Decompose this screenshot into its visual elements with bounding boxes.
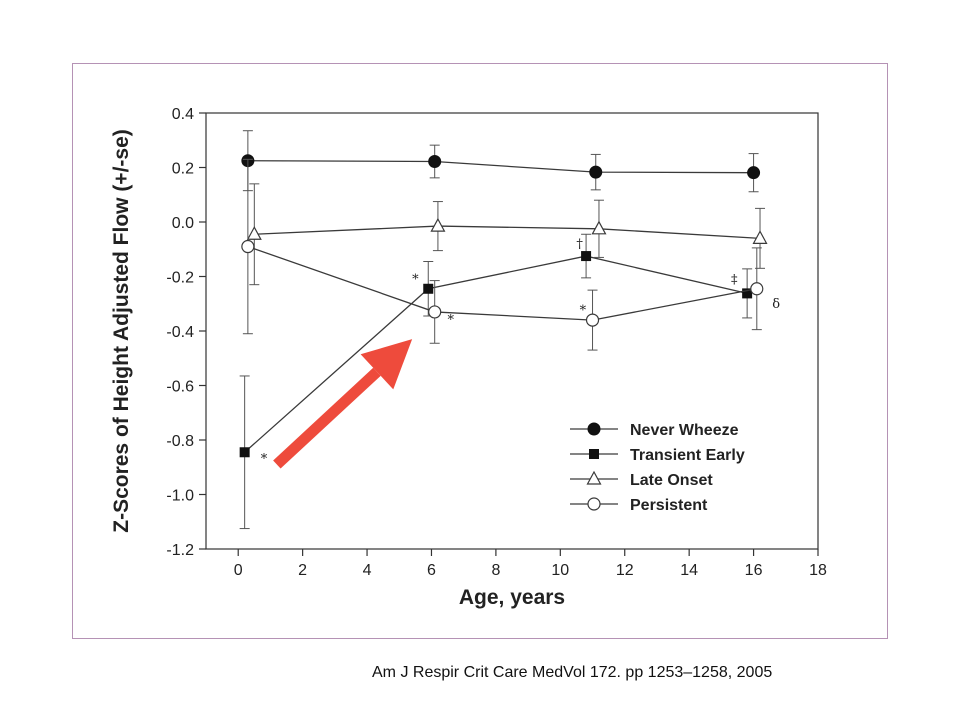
x-tick-label: 8	[491, 562, 500, 579]
chart-legend: Never Wheeze Transient Early Late Onset Per…	[562, 413, 782, 523]
legend-item-late-onset: Late Onset	[570, 470, 713, 489]
series-line	[244, 255, 748, 453]
legend-label: Late Onset	[630, 472, 713, 489]
significance-mark: δ	[772, 297, 780, 312]
arrow-head	[360, 339, 413, 390]
y-axis-title: Z-Scores of Height Adjusted Flow (+/-se)	[110, 129, 133, 533]
legend-marker	[587, 497, 601, 511]
y-tick-label: 0.2	[172, 161, 194, 178]
data-point	[752, 230, 768, 244]
series-late-onset	[246, 183, 768, 286]
data-point	[585, 313, 600, 327]
y-tick-label: -1.2	[166, 542, 194, 559]
y-tick-label: 0.4	[172, 106, 194, 123]
legend-label: Never Wheeze	[630, 422, 739, 439]
legend-marker	[589, 449, 599, 459]
data-point	[589, 165, 603, 179]
legend-label: Transient Early	[630, 447, 745, 464]
significance-mark: †	[576, 237, 583, 252]
data-point	[241, 239, 255, 254]
series-transient-early	[239, 233, 753, 530]
chart-axes: 0 2 4 6 8 10 12 14 16 18 0.4 0.2 0.0 -0.2 -0.4 -0.6 -0.8…	[110, 106, 827, 609]
significance-mark: *	[580, 304, 587, 319]
legend-item-transient-early: Transient Early	[570, 447, 745, 464]
arrow-shaft	[273, 367, 381, 469]
data-point	[430, 217, 446, 232]
series-line	[247, 160, 754, 174]
x-axis-title: Age, years	[459, 586, 565, 609]
legend-marker	[586, 470, 602, 485]
significance-mark: *	[412, 272, 419, 287]
legend-label: Persistent	[630, 497, 708, 514]
y-tick-label: -0.2	[166, 270, 194, 287]
data-point	[581, 251, 592, 262]
series-line	[254, 225, 761, 239]
legend-item-persistent: Persistent	[570, 497, 708, 514]
citation-text: Am J Respir Crit Care MedVol 172. pp 125…	[372, 664, 773, 681]
legend-item-never-wheeze: Never Wheeze	[570, 422, 739, 439]
figure-frame: 0 2 4 6 8 10 12 14 16 18 0.4 0.2 0.0 -0.2 -0.4 -0.6 -0.8…	[72, 63, 888, 639]
significance-mark: *	[261, 452, 268, 467]
x-tick-label: 14	[680, 562, 698, 579]
x-tick-label: 4	[363, 562, 372, 579]
x-tick-label: 2	[298, 562, 307, 579]
x-tick-label: 12	[616, 562, 634, 579]
y-tick-label: -0.8	[166, 433, 194, 450]
wheeze-flow-line-chart: 0 2 4 6 8 10 12 14 16 18 0.4 0.2 0.0 -0.2 -0.4 -0.6 -0.8…	[110, 106, 827, 609]
series-layer	[239, 130, 768, 530]
x-tick-label: 10	[551, 562, 569, 579]
y-tick-label: -1.0	[166, 488, 194, 505]
data-point	[742, 288, 753, 299]
data-point	[428, 305, 442, 319]
significance-mark: ‡	[731, 272, 738, 287]
y-tick-label: -0.6	[166, 379, 194, 396]
data-point	[239, 447, 250, 458]
data-point	[591, 220, 607, 235]
series-persistent	[241, 158, 764, 351]
y-tick-label: 0.0	[172, 215, 194, 232]
x-tick-label: 6	[427, 562, 436, 579]
y-tick-label: -0.4	[166, 324, 194, 341]
highlight-arrow	[273, 339, 413, 469]
data-point	[747, 166, 761, 180]
data-point	[423, 283, 434, 294]
data-point	[428, 155, 442, 169]
data-point	[750, 282, 764, 296]
x-tick-label: 16	[745, 562, 763, 579]
series-never-wheeze	[241, 130, 761, 193]
significance-annotations: * * * † * ‡ δ	[261, 237, 780, 467]
legend-marker	[587, 422, 601, 436]
data-point	[246, 226, 262, 240]
x-tick-label: 18	[809, 562, 827, 579]
x-tick-label: 0	[234, 562, 243, 579]
series-line	[247, 245, 757, 321]
significance-mark: *	[448, 313, 455, 328]
